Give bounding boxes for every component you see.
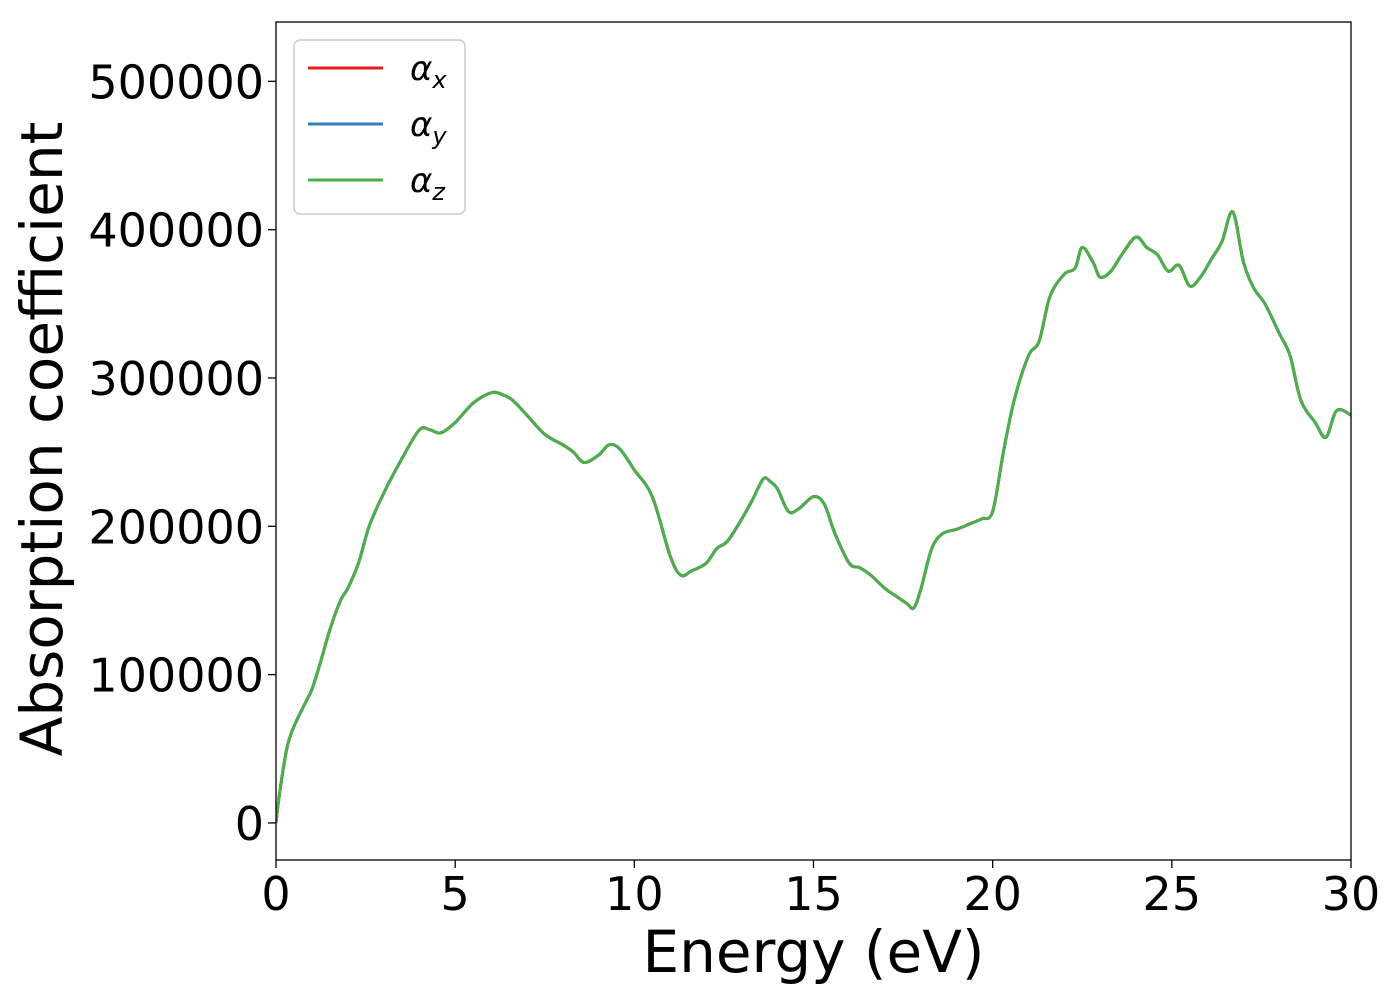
x-tick-label: 15: [784, 867, 843, 921]
legend-label-x: αx: [410, 49, 447, 94]
series-line-z: [276, 210, 1351, 824]
legend: αx αy αz: [293, 39, 466, 215]
x-tick-label: 0: [261, 867, 290, 921]
y-tick-label: 500000: [88, 55, 264, 109]
x-tick-label: 5: [441, 867, 470, 921]
series-line-y: [276, 210, 1351, 824]
x-tick-label: 20: [963, 867, 1022, 921]
series-line-x: [276, 210, 1351, 824]
x-tick-label: 10: [605, 867, 664, 921]
y-tick-label: 100000: [88, 649, 264, 703]
axis-ticks: 0 5 10 15 20 25 30 0 100000 200000 300000 400000 500…: [88, 55, 1380, 921]
legend-label-z: αz: [410, 161, 446, 206]
y-tick-label: 300000: [88, 352, 264, 406]
x-tick-label: 25: [1143, 867, 1202, 921]
x-axis-title: Energy (eV): [642, 918, 984, 986]
legend-box: [293, 39, 466, 215]
y-tick-label: 0: [235, 797, 264, 851]
y-tick-label: 400000: [88, 204, 264, 258]
legend-label-y: αy: [410, 105, 447, 150]
x-tick-label: 30: [1322, 867, 1381, 921]
y-axis-title: Absorption coefficient: [8, 122, 76, 757]
plot-frame: [275, 21, 1352, 861]
y-tick-label: 200000: [88, 500, 264, 554]
plot-area: [276, 210, 1351, 824]
